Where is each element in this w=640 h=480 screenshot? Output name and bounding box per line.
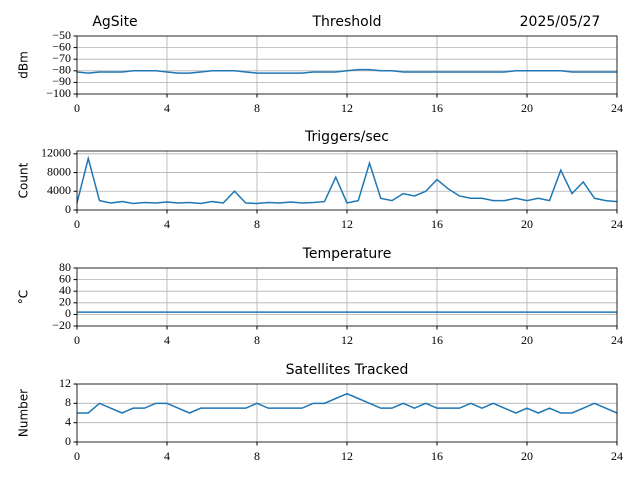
chart-title: Threshold [312,14,382,30]
y-tick-label: 12000 [41,146,71,160]
date: 2025/05/27 [520,14,601,30]
series-line [76,68,617,74]
x-tick-label: 20 [521,217,533,231]
y-tick-label: 0 [65,306,71,320]
x-tick-label: 0 [74,449,80,463]
x-tick-label: 20 [521,333,533,347]
x-tick-label: 24 [611,449,623,463]
x-tick-label: 24 [611,217,623,231]
y-tick-label: 4 [65,414,71,428]
y-tick-label: 12 [59,376,71,390]
y-axis-label: °C [17,290,31,304]
y-axis-label: Count [17,162,31,198]
y-axis-label: Number [17,389,31,437]
x-tick-label: 12 [341,217,353,231]
y-tick-label: 8 [65,395,71,409]
x-tick-label: 12 [341,449,353,463]
x-tick-label: 0 [74,101,80,115]
x-tick-label: 16 [431,449,443,463]
y-tick-label: −90 [52,74,71,88]
y-tick-label: 40 [59,283,71,297]
location: AgSite [92,14,137,30]
y-tick-label: −60 [52,39,71,53]
x-tick-label: 20 [521,101,533,115]
x-tick-label: 4 [164,333,170,347]
y-tick-label: −100 [46,86,71,100]
y-axis-label: dBm [17,51,31,79]
chart-title: Triggers/sec [304,129,389,145]
x-tick-label: 24 [611,333,623,347]
x-tick-label: 16 [431,217,443,231]
x-tick-label: 20 [521,449,533,463]
x-tick-label: 8 [254,101,260,115]
x-tick-label: 8 [254,333,260,347]
x-tick-label: 4 [164,101,170,115]
y-tick-label: −50 [52,28,71,42]
axes-frame [76,150,618,211]
x-tick-label: 8 [254,449,260,463]
y-tick-label: 60 [59,271,71,285]
y-tick-label: −70 [52,51,71,65]
x-tick-label: 4 [164,217,170,231]
x-tick-label: 0 [74,217,80,231]
y-tick-label: 4000 [47,183,71,197]
y-tick-label: −80 [52,63,71,77]
x-tick-label: 16 [431,101,443,115]
series-line [76,155,618,205]
x-tick-label: 16 [431,333,443,347]
y-tick-label: 8000 [47,164,71,178]
x-tick-label: 24 [611,101,623,115]
x-tick-label: 0 [74,333,80,347]
chart-title: Satellites Tracked [286,362,409,378]
axes-frame [76,383,618,443]
x-tick-label: 12 [341,333,353,347]
y-tick-label: 0 [65,434,71,448]
series-line [77,392,618,414]
y-tick-label: −20 [52,318,71,332]
y-tick-label: 20 [59,295,71,309]
chart-title: Temperature [302,246,392,262]
x-tick-label: 4 [164,449,170,463]
x-tick-label: 8 [254,217,260,231]
axes-frame [76,267,618,327]
y-tick-label: 80 [59,260,71,274]
x-tick-label: 12 [341,101,353,115]
axes-frame [76,35,618,95]
y-tick-label: 0 [65,202,71,216]
